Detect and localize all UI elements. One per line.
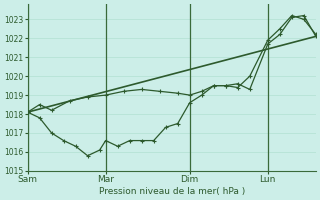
X-axis label: Pression niveau de la mer( hPa ): Pression niveau de la mer( hPa ) xyxy=(99,187,245,196)
